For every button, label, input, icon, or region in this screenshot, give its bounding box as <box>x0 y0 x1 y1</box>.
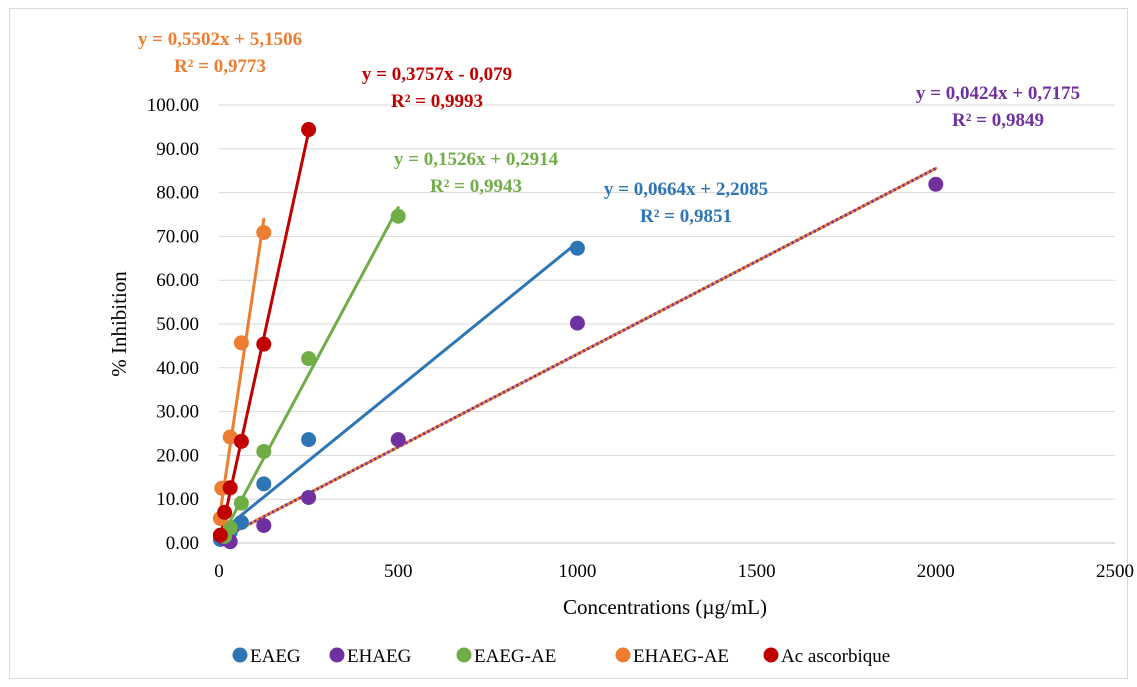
x-tick-label: 1000 <box>558 561 596 582</box>
trendline-equation: y = 0,0664x + 2,2085 <box>604 179 768 200</box>
trendline-equation: y = 0,1526x + 0,2914 <box>394 149 559 170</box>
y-tick-label: 100.00 <box>147 95 199 116</box>
trendline-eaeg-ae <box>217 206 400 544</box>
legend-label: EAEG <box>250 646 301 667</box>
y-tick-label: 40.00 <box>156 358 199 379</box>
data-point <box>569 315 585 331</box>
trendline-r2: R² = 0,9849 <box>952 110 1044 131</box>
data-points <box>212 122 944 550</box>
trendline-ehaeg <box>217 166 938 542</box>
axes: 0.00 10.00 20.00 30.00 40.00 50.00 60.00 70.00 8… <box>147 95 1134 582</box>
x-tick-label: 1500 <box>738 561 776 582</box>
data-point <box>928 176 944 192</box>
legend-marker <box>232 647 248 663</box>
y-tick-label: 90.00 <box>156 139 199 160</box>
data-point <box>217 504 233 520</box>
data-point <box>233 335 249 351</box>
x-tick-label: 2000 <box>917 561 955 582</box>
data-point <box>256 224 272 240</box>
legend-marker <box>329 647 345 663</box>
data-point <box>233 433 249 449</box>
y-tick-label: 10.00 <box>156 489 199 510</box>
data-point <box>222 480 238 496</box>
legend-marker <box>456 647 472 663</box>
trendline-r2: R² = 0,9851 <box>640 206 732 227</box>
y-axis-title: % Inhibition <box>107 271 131 377</box>
data-point <box>301 489 317 505</box>
trendline-r2: R² = 0,9943 <box>430 176 522 197</box>
legend-label: EHAEG-AE <box>633 646 729 667</box>
y-tick-label: 30.00 <box>156 402 199 423</box>
x-tick-label: 500 <box>384 561 413 582</box>
legend-marker <box>763 647 779 663</box>
x-tick-label: 2500 <box>1096 561 1134 582</box>
trendline-r2: R² = 0,9773 <box>174 56 266 77</box>
trendline-eaeg <box>217 240 579 535</box>
data-point <box>256 443 272 459</box>
y-tick-label: 50.00 <box>156 314 199 335</box>
trendline-equation: y = 0,0424x + 0,7175 <box>916 83 1080 104</box>
y-tick-label: 60.00 <box>156 270 199 291</box>
trendlines <box>217 130 938 545</box>
data-point <box>569 240 585 256</box>
y-tick-label: 70.00 <box>156 226 199 247</box>
y-tick-label: 80.00 <box>156 183 199 204</box>
trendline-overlay <box>218 167 937 542</box>
trendline-equation: y = 0,5502x + 5,1506 <box>138 29 302 50</box>
legend-marker <box>615 647 631 663</box>
y-tick-label: 20.00 <box>156 445 199 466</box>
data-point <box>390 432 406 448</box>
trendline-r2: R² = 0,9993 <box>391 91 483 112</box>
data-point <box>212 527 228 543</box>
data-point <box>233 495 249 511</box>
data-point <box>301 122 317 138</box>
data-point <box>301 351 317 367</box>
data-point <box>301 432 317 448</box>
data-point <box>390 208 406 224</box>
data-point <box>256 476 272 492</box>
data-point <box>256 336 272 352</box>
y-tick-label: 0.00 <box>166 533 199 554</box>
trendline-ehaeg-ae <box>217 217 266 522</box>
chart-frame <box>9 8 1128 679</box>
data-point <box>233 514 249 530</box>
legend-label: EHAEG <box>347 646 412 667</box>
x-tick-label: 0 <box>214 561 224 582</box>
data-point <box>256 517 272 533</box>
legend-label: EAEG-AE <box>474 646 556 667</box>
x-axis-title: Concentrations (µg/mL) <box>563 595 767 619</box>
gridlines <box>219 104 1115 500</box>
legend: EAEG EHAEG EAEG-AE EHAEG-AE Ac ascorbique <box>232 646 890 667</box>
legend-label: Ac ascorbique <box>781 646 890 667</box>
trendline-equation: y = 0,3757x - 0,079 <box>362 64 512 85</box>
equation-labels: y = 0,0664x + 2,2085 R² = 0,9851 y = 0,042… <box>138 29 1080 227</box>
